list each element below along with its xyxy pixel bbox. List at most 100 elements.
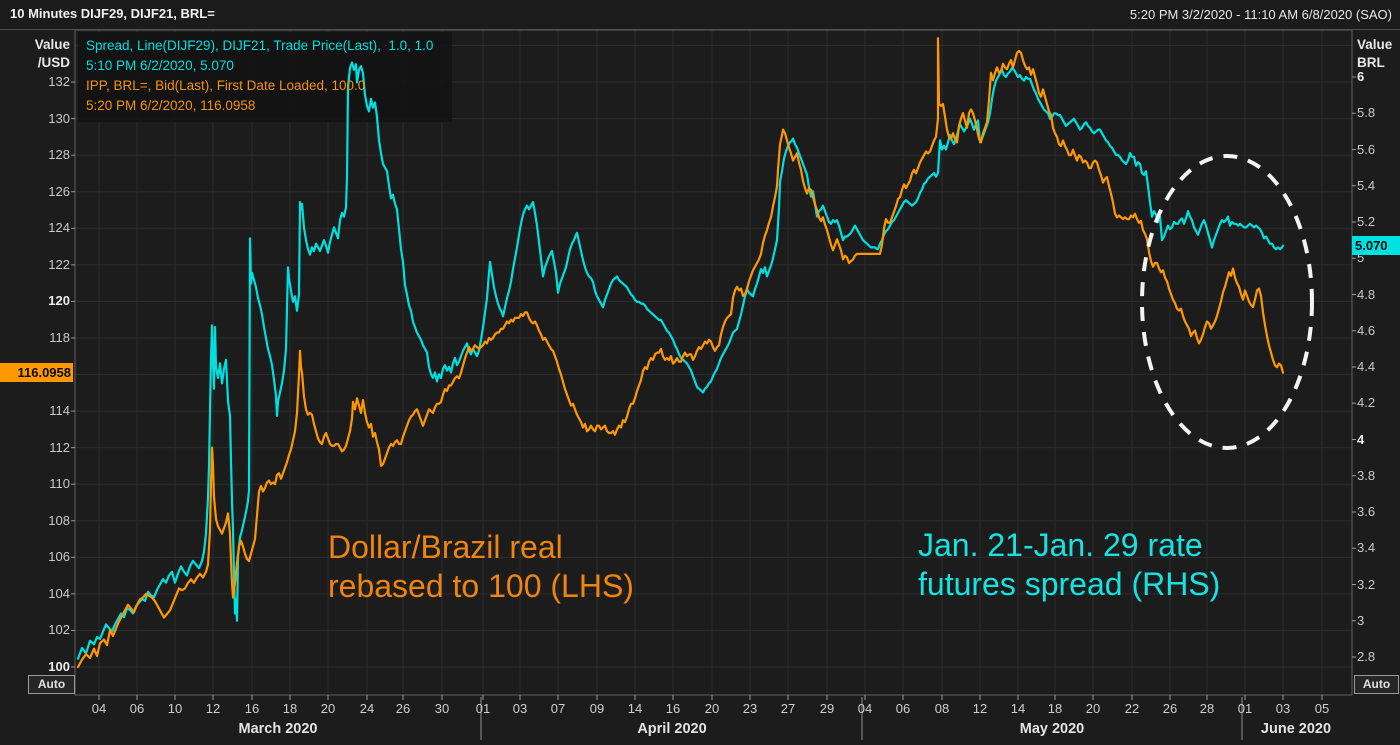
right-axis-tick-label: 5.6 xyxy=(1357,141,1376,157)
legend-backdrop xyxy=(78,32,452,122)
x-axis-date-label: 28 xyxy=(1199,701,1215,716)
right-axis-tick-label: 6 xyxy=(1357,69,1365,84)
left-axis-tick-label: 110 xyxy=(49,476,70,492)
right-axis-tick-label: 2.8 xyxy=(1357,649,1376,664)
left-axis-tick-label: 120 xyxy=(48,293,70,309)
x-axis-date-label: 14 xyxy=(1010,701,1026,716)
right-axis-tick-label: 4.2 xyxy=(1357,395,1376,411)
x-axis-date-label: 09 xyxy=(589,701,605,716)
x-axis-date-label: 10 xyxy=(167,701,183,716)
right-axis-tick-label: 3.4 xyxy=(1357,540,1376,556)
series-line-usdbrl xyxy=(76,37,1285,669)
legend: Spread, Line(DIJF29), DIJF21, Trade Pric… xyxy=(86,36,433,116)
right-axis-tick-label: 3.6 xyxy=(1357,504,1376,519)
x-axis-month-label: April 2020 xyxy=(637,721,707,737)
x-axis-date-label: 01 xyxy=(1237,701,1253,716)
x-axis-date-label: 18 xyxy=(1047,701,1063,716)
annotation-rhs-line1: Jan. 21-Jan. 29 rate xyxy=(918,527,1203,563)
x-axis-date-label: 04 xyxy=(91,701,107,716)
annotation-lhs: Dollar/Brazil real rebased to 100 (LHS) xyxy=(328,528,634,606)
right-axis-tick-label: 3 xyxy=(1357,612,1365,628)
x-axis-date-label: 03 xyxy=(1275,701,1291,716)
left-axis-tick-label: 104 xyxy=(48,585,70,601)
left-axis-header-line1: Value xyxy=(34,37,70,52)
legend-brl-last-value[interactable]: 5:20 PM 6/2/2020, 116.0958 xyxy=(86,98,256,113)
right-axis-tick-label: 5.8 xyxy=(1357,105,1376,121)
x-axis-date-label: 12 xyxy=(205,701,221,716)
right-axis-tick-label: 3.8 xyxy=(1357,467,1376,483)
x-axis-date-label: 04 xyxy=(857,701,873,716)
x-axis-date-label: 16 xyxy=(665,701,681,716)
left-axis-auto-button[interactable]: Auto xyxy=(28,675,75,694)
right-axis-tick-label: 4 xyxy=(1357,431,1365,447)
x-axis-month-label: March 2020 xyxy=(238,721,318,737)
left-axis-tick-label: 114 xyxy=(49,403,70,419)
right-axis-tick-label: 3.2 xyxy=(1357,576,1376,592)
left-axis-tick-label: 118 xyxy=(49,329,70,345)
right-last-price-label[interactable]: 5.070 xyxy=(1352,235,1400,255)
x-axis-date-label: 29 xyxy=(819,701,835,716)
legend-spread-series[interactable]: Spread, Line(DIJF29), DIJF21, Trade Pric… xyxy=(86,38,434,53)
right-axis-header-line1: Value xyxy=(1357,37,1393,52)
left-axis-tick-label: 124 xyxy=(48,220,70,236)
left-axis-tick-label: 112 xyxy=(49,439,70,455)
right-axis-tick-label: 4.4 xyxy=(1357,359,1376,374)
x-axis-date-label: 26 xyxy=(1162,701,1178,716)
x-axis-date-label: 26 xyxy=(395,701,411,716)
annotation-rhs-line2: futures spread (RHS) xyxy=(918,566,1221,602)
right-axis-header: Value BRL xyxy=(1357,36,1392,72)
x-axis-date-label: 30 xyxy=(434,701,450,716)
x-axis-date-label: 20 xyxy=(1085,701,1101,716)
x-axis-date-label: 24 xyxy=(359,701,375,716)
plot-border xyxy=(74,29,1353,696)
right-axis-tick-label: 4.8 xyxy=(1357,286,1376,302)
x-axis-date-label: 27 xyxy=(780,701,796,716)
annotation-lhs-line1: Dollar/Brazil real xyxy=(328,529,563,565)
left-axis-tick-label: 102 xyxy=(48,622,70,638)
left-axis-tick-label: 130 xyxy=(48,110,70,126)
left-axis-tick-label: 126 xyxy=(48,183,70,199)
date-range-label: 5:20 PM 3/2/2020 - 11:10 AM 6/8/2020 (SA… xyxy=(1129,7,1392,22)
left-axis-tick-label: 108 xyxy=(48,512,70,528)
title-bar: 10 Minutes DIJF29, DIJF21, BRL= 5:20 PM … xyxy=(0,0,1400,30)
x-axis-date-label: 16 xyxy=(244,701,260,716)
left-last-price-label[interactable]: 116.0958 xyxy=(0,362,73,382)
left-axis-tick-label: 100 xyxy=(48,659,70,674)
left-axis-tick-label: 122 xyxy=(48,256,70,272)
legend-spread-last-value[interactable]: 5:10 PM 6/2/2020, 5.070 xyxy=(86,58,234,73)
right-axis-tick-label: 4.6 xyxy=(1357,322,1376,338)
x-axis-date-label: 05 xyxy=(1314,701,1330,716)
x-axis-date-label: 14 xyxy=(627,701,643,716)
right-axis-tick-label: 5.2 xyxy=(1357,214,1376,229)
x-axis-date-label: 07 xyxy=(550,701,566,716)
x-axis-date-label: 06 xyxy=(895,701,911,716)
left-axis-header-line2: /USD xyxy=(37,55,70,70)
left-axis-tick-label: 106 xyxy=(48,549,70,565)
left-axis-tick-label: 132 xyxy=(48,74,70,90)
right-axis-tick-label: 5.4 xyxy=(1357,177,1376,193)
x-axis-date-label: 08 xyxy=(934,701,950,716)
x-axis-date-label: 01 xyxy=(475,701,491,716)
annotation-rhs: Jan. 21-Jan. 29 rate futures spread (RHS… xyxy=(918,526,1220,604)
series-line-spread xyxy=(76,61,1285,660)
x-axis-date-label: 03 xyxy=(512,701,528,716)
x-axis-date-label: 06 xyxy=(129,701,145,716)
x-axis-date-label: 23 xyxy=(742,701,758,716)
right-axis-auto-button[interactable]: Auto xyxy=(1354,675,1399,694)
right-axis-header-line2: BRL xyxy=(1357,55,1385,70)
left-axis-header: Value /USD xyxy=(0,36,70,72)
x-axis-month-label: June 2020 xyxy=(1260,721,1332,737)
legend-brl-series[interactable]: IPP, BRL=, Bid(Last), First Date Loaded,… xyxy=(86,78,366,93)
x-axis-month-label: May 2020 xyxy=(1019,721,1085,737)
left-axis-tick-label: 128 xyxy=(48,147,70,163)
x-axis-date-label: 20 xyxy=(704,701,720,716)
highlight-ellipse xyxy=(1140,154,1314,450)
annotation-lhs-line2: rebased to 100 (LHS) xyxy=(328,568,634,604)
x-axis-date-label: 18 xyxy=(282,701,298,716)
right-axis-tick-label: 5 xyxy=(1357,250,1365,266)
x-axis-date-label: 12 xyxy=(972,701,988,716)
chart-title: 10 Minutes DIJF29, DIJF21, BRL= xyxy=(10,6,215,21)
x-axis-date-label: 20 xyxy=(320,701,336,716)
